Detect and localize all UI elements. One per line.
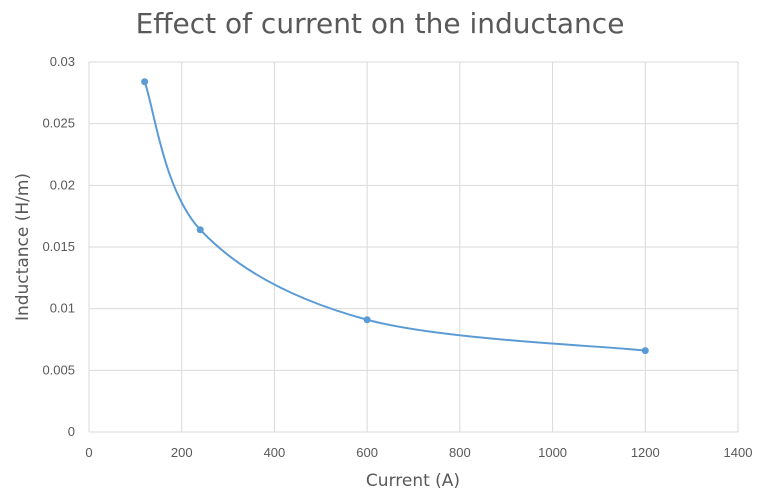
x-tick-labels: 0 200 400 600 800 1000 1200 1400 [85,445,752,460]
x-tick-label: 1200 [631,445,660,460]
data-points [141,78,649,355]
y-tick-label: 0.03 [50,54,75,69]
x-tick-label: 800 [449,445,471,460]
x-tick-label: 1000 [538,445,567,460]
series-line [143,81,646,352]
x-axis-title: Current (A) [366,471,460,491]
x-tick-label: 1400 [724,445,753,460]
x-tick-label: 600 [356,445,378,460]
y-tick-label: 0.02 [50,177,75,192]
x-tick-label: 0 [85,445,92,460]
x-tick-label: 200 [171,445,193,460]
y-tick-label: 0.025 [42,116,75,131]
data-point [196,226,204,234]
data-point [641,347,649,355]
y-tick-label: 0.01 [50,301,75,316]
y-axis-title: Inductance (H/m) [13,173,33,321]
chart-title: Effect of current on the inductance [136,7,625,40]
y-tick-label: 0.015 [42,239,75,254]
plot-grid [88,61,739,433]
data-point [363,316,371,324]
y-tick-label: 0.005 [42,362,75,377]
y-tick-label: 0 [68,424,75,439]
y-tick-labels: 0 0.005 0.01 0.015 0.02 0.025 0.03 [42,54,75,439]
data-point [141,78,149,86]
x-tick-label: 400 [264,445,286,460]
